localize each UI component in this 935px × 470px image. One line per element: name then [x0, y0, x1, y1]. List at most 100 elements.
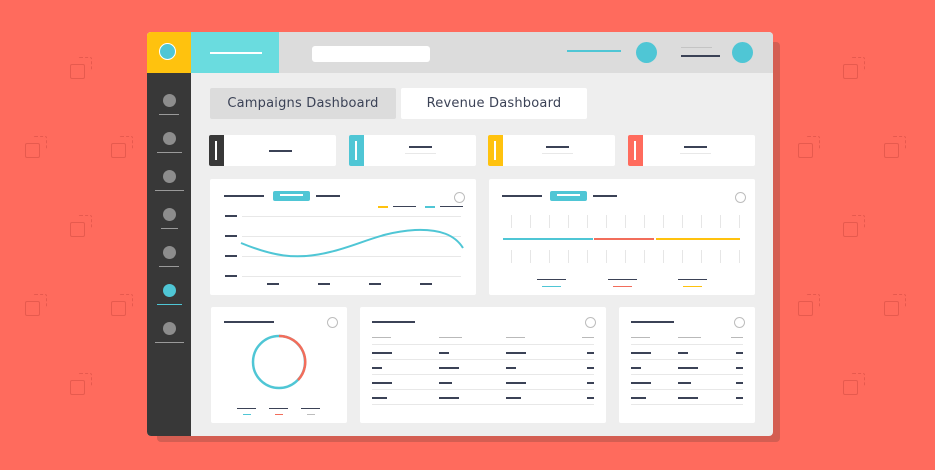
stat-label	[542, 153, 573, 154]
copy-pattern-icon	[884, 136, 908, 160]
x-tick	[267, 283, 279, 285]
stat-card-3[interactable]	[488, 135, 615, 166]
stat-label	[680, 153, 711, 154]
stat-value	[546, 146, 569, 148]
avatar-icon[interactable]	[732, 42, 753, 63]
column-header[interactable]	[631, 337, 650, 338]
x-tick	[369, 283, 381, 285]
table-widget-small	[619, 307, 755, 423]
legend-swatch-teal	[425, 206, 435, 208]
y-tick	[225, 235, 237, 237]
copy-pattern-icon	[25, 294, 49, 318]
stat-value	[684, 146, 707, 148]
sidebar-item-1[interactable]	[147, 94, 191, 124]
filter-pill[interactable]	[273, 191, 310, 201]
line-chart-widget	[210, 179, 476, 295]
table-widget-large	[360, 307, 606, 423]
timeline-segment-coral[interactable]	[594, 238, 654, 240]
legend-label	[393, 206, 416, 207]
user-role-placeholder	[681, 47, 712, 48]
widget-subtitle	[593, 195, 617, 197]
tab-campaigns-dashboard[interactable]: Campaigns Dashboard	[210, 88, 396, 119]
sidebar	[147, 73, 191, 436]
top-bar	[147, 32, 773, 73]
legend-label	[608, 279, 637, 280]
timeline-segment-teal[interactable]	[503, 238, 593, 240]
nav-circle-icon	[163, 132, 176, 145]
circle-menu-icon[interactable]	[327, 317, 338, 328]
circle-menu-icon[interactable]	[735, 192, 746, 203]
y-tick	[225, 215, 237, 217]
sidebar-item-4[interactable]	[147, 208, 191, 238]
y-tick	[225, 275, 237, 277]
nav-circle-icon	[163, 322, 176, 335]
stat-card-4[interactable]	[628, 135, 755, 166]
widget-title	[372, 321, 415, 323]
legend-label	[678, 279, 707, 280]
line-series	[240, 228, 464, 258]
sidebar-item-2[interactable]	[147, 132, 191, 162]
column-header[interactable]	[582, 337, 594, 338]
tab-revenue-dashboard[interactable]: Revenue Dashboard	[401, 88, 587, 119]
nav-circle-icon	[163, 208, 176, 221]
stat-value	[409, 146, 432, 148]
nav-circle-icon	[163, 284, 176, 297]
copy-pattern-icon	[843, 57, 867, 81]
stat-label	[405, 153, 436, 154]
filter-pill[interactable]	[550, 191, 587, 201]
circle-menu-icon[interactable]	[585, 317, 596, 328]
copy-pattern-icon	[70, 57, 94, 81]
copy-pattern-icon	[70, 373, 94, 397]
widget-title	[224, 321, 274, 323]
user-name-placeholder[interactable]	[681, 55, 720, 57]
column-header[interactable]	[678, 337, 701, 338]
copy-pattern-icon	[25, 136, 49, 160]
legend-label	[440, 206, 463, 207]
copy-pattern-icon	[798, 294, 822, 318]
sidebar-item-6-active[interactable]	[147, 284, 191, 314]
widget-subtitle	[316, 195, 340, 197]
search-input[interactable]	[312, 46, 430, 62]
y-tick	[225, 255, 237, 257]
timeline-segment-yellow[interactable]	[656, 238, 740, 240]
sidebar-item-5[interactable]	[147, 246, 191, 276]
column-header[interactable]	[439, 337, 462, 338]
stat-value	[269, 150, 292, 152]
avatar-icon[interactable]	[636, 42, 657, 63]
donut-chart[interactable]	[251, 334, 307, 390]
widget-title	[631, 321, 674, 323]
column-header[interactable]	[731, 337, 743, 338]
brand-title-placeholder	[210, 52, 262, 54]
nav-circle-icon	[163, 246, 176, 259]
copy-pattern-icon	[111, 136, 135, 160]
timeline-widget	[489, 179, 755, 295]
circle-menu-icon[interactable]	[454, 192, 465, 203]
copy-pattern-icon	[884, 294, 908, 318]
brand-title[interactable]	[191, 32, 279, 73]
app-window: Campaigns Dashboard Revenue Dashboard	[147, 32, 773, 436]
widget-title	[224, 195, 264, 197]
sidebar-item-3[interactable]	[147, 170, 191, 200]
circle-logo-icon	[159, 43, 176, 60]
copy-pattern-icon	[798, 136, 822, 160]
copy-pattern-icon	[843, 215, 867, 239]
x-tick	[420, 283, 432, 285]
copy-pattern-icon	[111, 294, 135, 318]
x-tick	[318, 283, 330, 285]
legend-label	[537, 279, 566, 280]
nav-circle-icon	[163, 94, 176, 107]
header-link[interactable]	[567, 50, 621, 52]
donut-chart-widget	[211, 307, 347, 423]
widget-title	[502, 195, 542, 197]
sidebar-item-7[interactable]	[147, 322, 191, 352]
column-header[interactable]	[372, 337, 391, 338]
column-header[interactable]	[506, 337, 525, 338]
stat-card-1[interactable]	[209, 135, 336, 166]
copy-pattern-icon	[843, 373, 867, 397]
logo[interactable]	[147, 32, 191, 73]
stat-card-2[interactable]	[349, 135, 476, 166]
copy-pattern-icon	[70, 215, 94, 239]
nav-circle-icon	[163, 170, 176, 183]
legend-swatch-yellow	[378, 206, 388, 208]
circle-menu-icon[interactable]	[734, 317, 745, 328]
